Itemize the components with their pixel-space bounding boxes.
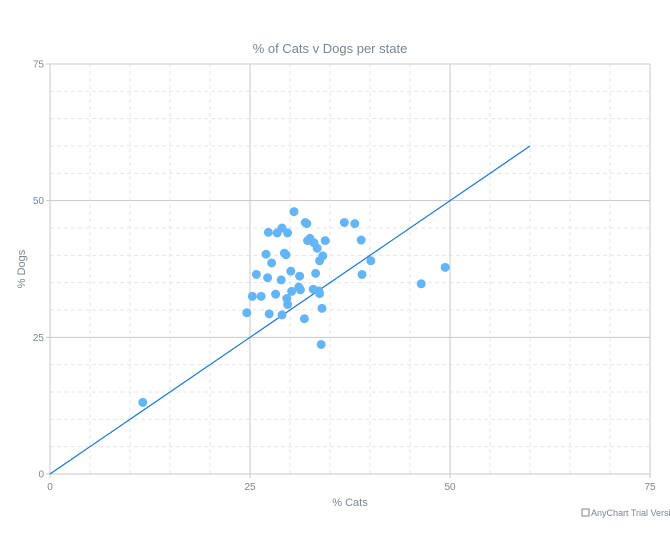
data-point[interactable] bbox=[242, 308, 252, 318]
credit-text[interactable]: AnyChart Trial Version bbox=[591, 508, 670, 518]
data-point[interactable] bbox=[138, 397, 148, 407]
reference-line bbox=[49, 145, 531, 475]
data-point[interactable] bbox=[356, 235, 366, 245]
data-point[interactable] bbox=[271, 289, 281, 299]
data-points bbox=[138, 207, 450, 407]
data-point[interactable] bbox=[267, 258, 277, 268]
x-tick-label: 75 bbox=[644, 482, 656, 493]
y-tick-label: 25 bbox=[33, 333, 45, 344]
x-tick-label: 0 bbox=[47, 482, 53, 493]
credit-icon bbox=[581, 508, 590, 517]
data-point[interactable] bbox=[286, 266, 296, 276]
data-point[interactable] bbox=[416, 279, 426, 289]
y-tick-label: 75 bbox=[33, 60, 45, 71]
data-point[interactable] bbox=[299, 314, 309, 324]
data-point[interactable] bbox=[289, 207, 299, 217]
data-point[interactable] bbox=[295, 285, 305, 295]
data-point[interactable] bbox=[357, 269, 367, 279]
data-point[interactable] bbox=[287, 286, 297, 296]
data-point[interactable] bbox=[276, 275, 286, 285]
data-point[interactable] bbox=[320, 236, 330, 246]
credit-badge[interactable]: AnyChart Trial Version bbox=[581, 508, 670, 518]
data-point[interactable] bbox=[315, 289, 325, 299]
data-point[interactable] bbox=[350, 219, 360, 229]
data-point[interactable] bbox=[312, 243, 322, 253]
diagonal-line bbox=[49, 145, 531, 475]
y-axis-label: % Dogs bbox=[16, 249, 28, 288]
data-point[interactable] bbox=[440, 262, 450, 272]
data-point[interactable] bbox=[311, 268, 321, 278]
data-point[interactable] bbox=[283, 228, 293, 238]
data-point[interactable] bbox=[247, 291, 257, 301]
data-point[interactable] bbox=[317, 303, 327, 313]
data-point[interactable] bbox=[261, 249, 271, 259]
data-point[interactable] bbox=[339, 218, 349, 228]
tick-labels: 0 25 50 75 0 25 50 75 bbox=[33, 60, 656, 494]
y-tick-label: 50 bbox=[33, 196, 45, 207]
data-point[interactable] bbox=[318, 251, 328, 261]
data-point[interactable] bbox=[295, 271, 305, 281]
data-point[interactable] bbox=[366, 256, 376, 266]
x-tick-label: 25 bbox=[244, 482, 256, 493]
data-point[interactable] bbox=[316, 339, 326, 349]
x-axis-label: % Cats bbox=[332, 497, 368, 509]
axes bbox=[49, 64, 650, 475]
data-point[interactable] bbox=[256, 291, 266, 301]
data-point[interactable] bbox=[283, 300, 293, 310]
y-tick-label: 0 bbox=[38, 470, 44, 481]
data-point[interactable] bbox=[251, 269, 261, 279]
data-point[interactable] bbox=[263, 273, 273, 283]
x-tick-label: 50 bbox=[444, 482, 456, 493]
data-point[interactable] bbox=[302, 219, 312, 229]
data-point[interactable] bbox=[277, 310, 287, 320]
data-point[interactable] bbox=[263, 227, 273, 237]
data-point[interactable] bbox=[281, 250, 291, 260]
chart-title: % of Cats v Dogs per state bbox=[253, 41, 408, 56]
data-point[interactable] bbox=[264, 309, 274, 319]
